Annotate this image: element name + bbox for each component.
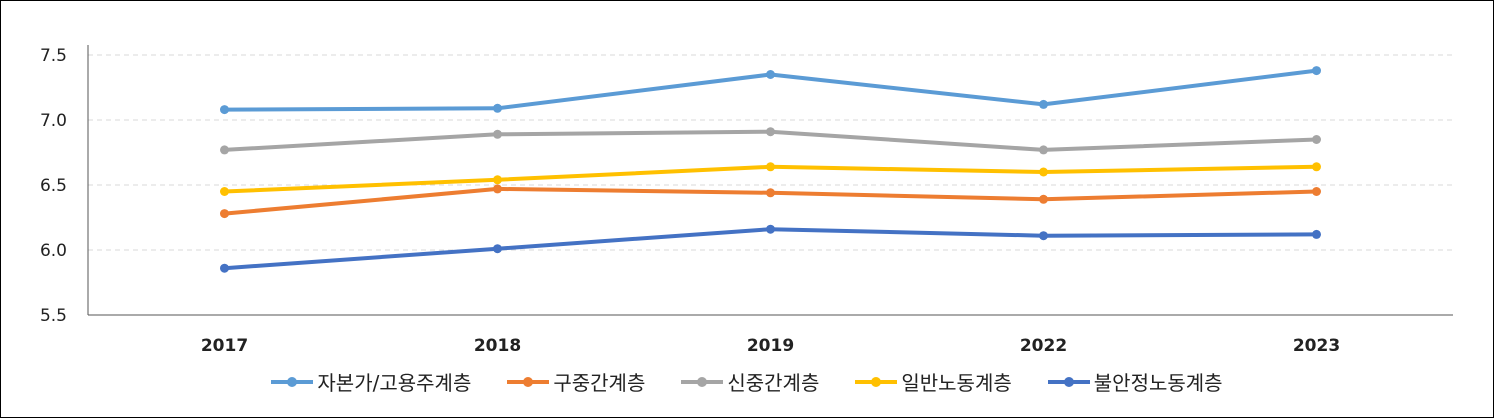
legend: 자본가/고용주계층 구중간계층 신중간계층 일반노동계층 불안정노동계층 xyxy=(1,367,1493,396)
y-tick-label: 7.0 xyxy=(40,111,67,131)
data-point xyxy=(220,145,229,155)
y-tick-label: 6.5 xyxy=(40,176,67,196)
legend-swatch xyxy=(855,376,898,387)
data-point xyxy=(220,105,229,115)
data-point xyxy=(1039,99,1048,109)
data-point xyxy=(493,244,502,254)
x-tick-label: 2018 xyxy=(474,336,521,356)
data-point xyxy=(493,175,502,185)
data-point xyxy=(766,162,775,172)
y-tick-label: 5.5 xyxy=(40,306,67,326)
data-point xyxy=(1312,229,1321,239)
data-point xyxy=(1312,66,1321,76)
y-tick-label: 7.5 xyxy=(40,46,67,66)
legend-item: 자본가/고용주계층 xyxy=(271,367,471,396)
data-point xyxy=(1312,187,1321,196)
data-point xyxy=(766,70,775,79)
x-tick-label: 2017 xyxy=(201,336,248,356)
legend-swatch xyxy=(681,376,724,387)
data-point xyxy=(1039,167,1048,177)
y-tick-label: 6.0 xyxy=(40,241,67,261)
data-point xyxy=(766,224,775,234)
legend-item: 일반노동계층 xyxy=(855,367,1012,396)
data-point xyxy=(766,127,775,137)
data-point xyxy=(220,263,229,273)
legend-item: 신중간계층 xyxy=(681,367,819,396)
legend-item: 구중간계층 xyxy=(507,367,645,396)
legend-label: 불안정노동계층 xyxy=(1093,371,1223,395)
legend-swatch xyxy=(271,376,314,387)
data-point xyxy=(766,188,775,198)
x-tick-label: 2019 xyxy=(747,336,794,356)
data-point xyxy=(220,187,229,196)
legend-swatch xyxy=(1047,376,1090,387)
data-point xyxy=(1039,194,1048,204)
data-point xyxy=(493,184,502,194)
legend-label: 구중간계층 xyxy=(553,371,646,395)
series-line-4 xyxy=(224,227,1317,271)
data-point xyxy=(1312,162,1321,172)
legend-label: 일반노동계층 xyxy=(901,371,1012,395)
x-tick-label: 2023 xyxy=(1293,336,1340,356)
legend-label: 자본가/고용주계층 xyxy=(317,371,472,395)
data-point xyxy=(493,129,502,139)
data-point xyxy=(1039,145,1048,155)
data-point xyxy=(1039,231,1048,241)
x-tick-label: 2022 xyxy=(1020,336,1067,356)
data-point xyxy=(220,209,229,219)
legend-label: 신중간계층 xyxy=(727,371,820,395)
data-point xyxy=(1312,135,1321,144)
data-point xyxy=(493,103,502,113)
legend-swatch xyxy=(507,376,550,387)
legend-item: 불안정노동계층 xyxy=(1047,367,1223,396)
